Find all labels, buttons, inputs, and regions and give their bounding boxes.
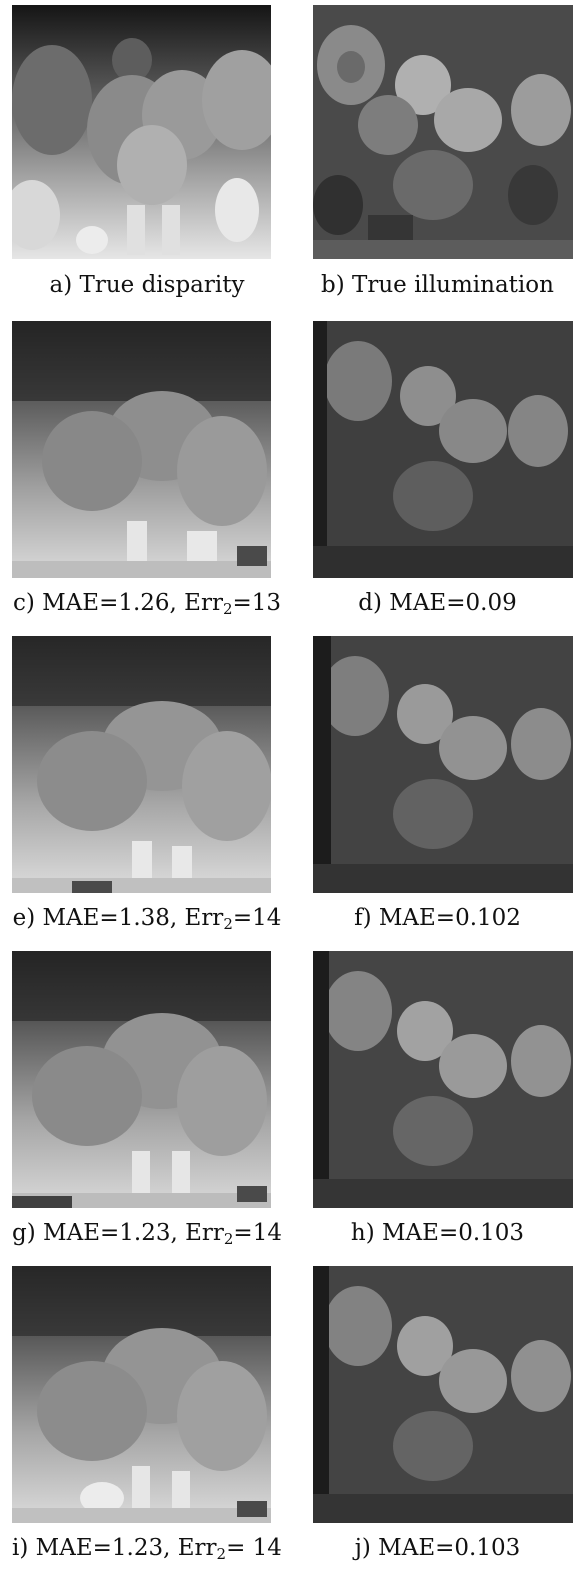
caption-f-text: f) MAE=0.102	[354, 905, 521, 931]
disparity-image-c	[12, 321, 271, 578]
disparity-map-est3	[12, 951, 271, 1208]
caption-g-text: g) MAE=1.23, Err	[12, 1220, 224, 1246]
illumination-map-est2	[313, 636, 573, 893]
caption-c-subscript: 2	[222, 600, 233, 618]
caption-g: g) MAE=1.23, Err2=14	[0, 1218, 294, 1248]
caption-d: d) MAE=0.09	[296, 588, 579, 618]
caption-a: a) True disparity	[0, 270, 294, 300]
caption-e-suffix: =14	[232, 905, 282, 931]
illumination-image-d	[313, 321, 573, 578]
caption-d-text: d) MAE=0.09	[358, 590, 517, 616]
caption-j-text: j) MAE=0.103	[354, 1535, 521, 1561]
caption-h-text: h) MAE=0.103	[350, 1220, 525, 1246]
caption-g-subscript: 2	[223, 1230, 234, 1248]
disparity-map-truth	[12, 5, 271, 259]
caption-c-text: c) MAE=1.26, Err	[12, 590, 223, 616]
disparity-image-g	[12, 951, 271, 1208]
caption-a-text: a) True disparity	[49, 272, 245, 298]
caption-e: e) MAE=1.38, Err2=14	[0, 903, 294, 933]
caption-h: h) MAE=0.103	[296, 1218, 579, 1248]
caption-j: j) MAE=0.103	[296, 1533, 579, 1563]
illumination-map-est4	[313, 1266, 573, 1523]
caption-f: f) MAE=0.102	[296, 903, 579, 933]
caption-i-subscript: 2	[216, 1545, 227, 1563]
illumination-image-b	[313, 5, 573, 259]
disparity-map-est1	[12, 321, 271, 578]
illumination-image-h	[313, 951, 573, 1208]
disparity-image-e	[12, 636, 271, 893]
caption-c: c) MAE=1.26, Err2=13	[0, 588, 294, 618]
illumination-map-truth	[313, 5, 573, 259]
disparity-image-a	[12, 5, 271, 259]
disparity-map-est2	[12, 636, 271, 893]
caption-i: i) MAE=1.23, Err2= 14	[0, 1533, 294, 1563]
caption-b: b) True illumination	[296, 270, 579, 300]
caption-c-suffix: =13	[232, 590, 282, 616]
caption-i-suffix: = 14	[226, 1535, 282, 1561]
caption-b-text: b) True illumination	[321, 272, 554, 298]
caption-g-suffix: =14	[233, 1220, 282, 1246]
illumination-image-f	[313, 636, 573, 893]
illumination-map-est1	[313, 321, 573, 578]
disparity-map-est4	[12, 1266, 271, 1523]
caption-e-subscript: 2	[223, 915, 233, 933]
disparity-image-i	[12, 1266, 271, 1523]
illumination-image-j	[313, 1266, 573, 1523]
caption-e-text: e) MAE=1.38, Err	[12, 905, 224, 931]
caption-i-text: i) MAE=1.23, Err	[12, 1535, 217, 1561]
illumination-map-est3	[313, 951, 573, 1208]
